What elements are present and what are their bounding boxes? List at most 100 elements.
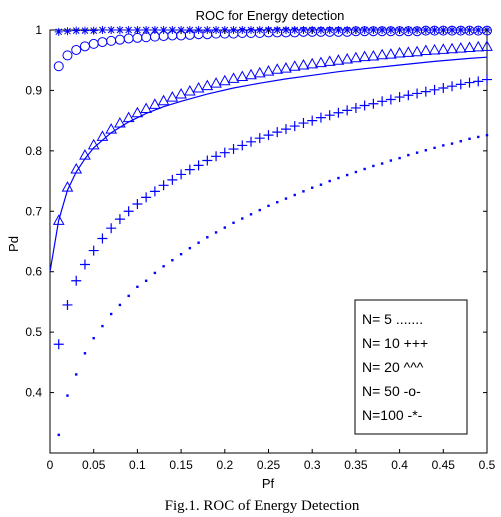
legend-entry-n100: N=100 -*- bbox=[362, 407, 423, 423]
data-point-star bbox=[185, 26, 194, 34]
data-point-triangle bbox=[481, 40, 493, 51]
data-point-triangle bbox=[411, 45, 423, 57]
data-point-dot bbox=[136, 285, 139, 289]
y-axis-label: Pd bbox=[6, 236, 21, 252]
data-point-plus bbox=[246, 136, 257, 147]
y-tick-label: 0.9 bbox=[25, 83, 42, 97]
x-tick-label: 0.5 bbox=[479, 458, 496, 472]
data-point-dot bbox=[249, 213, 253, 216]
legend-entry-n10: N= 10 +++ bbox=[362, 335, 428, 351]
data-point-dot bbox=[162, 265, 165, 268]
data-point-triangle bbox=[376, 48, 388, 60]
data-point-plus bbox=[149, 186, 160, 197]
data-point-star bbox=[115, 26, 124, 34]
data-point-triangle bbox=[323, 55, 336, 66]
data-point-star bbox=[413, 26, 422, 34]
data-point-triangle bbox=[463, 41, 476, 53]
legend: N= 5 ....... N= 10 +++ N= 20 ^^^ N= 50 -… bbox=[354, 299, 468, 435]
data-point-plus bbox=[438, 83, 449, 94]
data-point-dot bbox=[109, 312, 113, 316]
data-point-triangle bbox=[245, 68, 257, 80]
x-tick-label: 0.3 bbox=[304, 458, 321, 472]
data-point-dot bbox=[311, 186, 314, 189]
data-point-dot bbox=[214, 231, 218, 234]
data-point-dot bbox=[232, 221, 235, 224]
data-point-dot bbox=[345, 173, 349, 177]
data-point-dot bbox=[267, 204, 270, 208]
data-point-star bbox=[229, 26, 238, 34]
x-axis-label: Pf bbox=[262, 476, 275, 491]
data-point-dot bbox=[153, 271, 157, 275]
data-point-dot bbox=[424, 149, 428, 152]
data-point-triangle bbox=[428, 43, 441, 55]
data-point-star bbox=[325, 26, 334, 34]
data-point-plus bbox=[429, 84, 440, 95]
data-point-star bbox=[316, 26, 325, 34]
data-point-star bbox=[212, 26, 221, 34]
data-point-star bbox=[98, 26, 107, 34]
data-point-plus bbox=[342, 105, 353, 116]
data-point-star bbox=[299, 26, 308, 34]
data-point-dot bbox=[118, 303, 122, 307]
data-point-triangle bbox=[52, 214, 65, 225]
data-point-dot bbox=[127, 294, 130, 298]
data-point-plus bbox=[368, 98, 379, 109]
data-point-plus bbox=[97, 233, 108, 244]
data-point-dot bbox=[206, 236, 209, 239]
data-point-plus bbox=[482, 74, 492, 85]
data-point-dot bbox=[398, 156, 401, 160]
data-point-triangle bbox=[437, 43, 450, 54]
data-point-plus bbox=[71, 275, 82, 286]
data-point-triangle bbox=[419, 44, 432, 56]
data-point-star bbox=[290, 26, 299, 34]
data-point-dot bbox=[415, 151, 419, 154]
data-point-dot bbox=[293, 193, 296, 197]
data-point-plus bbox=[193, 160, 204, 171]
data-point-dot bbox=[302, 190, 305, 193]
figure-caption: Fig.1. ROC of Energy Detection bbox=[165, 498, 360, 514]
data-point-plus bbox=[403, 90, 414, 101]
data-point-star bbox=[107, 26, 116, 34]
data-point-triangle bbox=[280, 62, 292, 73]
x-tick-label: 0.1 bbox=[129, 458, 146, 472]
data-point-dot bbox=[66, 394, 69, 397]
data-point-triangle bbox=[166, 91, 179, 102]
data-point-star bbox=[247, 26, 256, 34]
data-point-star bbox=[273, 26, 282, 34]
x-tick-label: 0.35 bbox=[344, 458, 368, 472]
data-point-dot bbox=[442, 144, 445, 147]
x-tick-label: 0.15 bbox=[169, 458, 193, 472]
data-point-dot bbox=[92, 336, 95, 340]
series-plus bbox=[53, 74, 492, 350]
x-tick-label: 0.4 bbox=[391, 458, 408, 472]
data-point-triangle bbox=[140, 102, 152, 114]
data-point-triangle bbox=[306, 57, 319, 69]
data-point-star bbox=[54, 27, 63, 36]
data-point-plus bbox=[263, 130, 274, 141]
y-axis-ticks: 0.4 0.5 0.6 0.7 0.8 0.9 1 bbox=[25, 23, 487, 400]
data-point-star bbox=[72, 26, 81, 35]
data-point-triangle bbox=[262, 65, 275, 76]
data-point-star bbox=[80, 26, 89, 35]
legend-entry-n20: N= 20 ^^^ bbox=[362, 359, 424, 375]
data-point-triangle bbox=[114, 117, 126, 128]
data-point-dot bbox=[468, 137, 471, 140]
data-point-star bbox=[238, 26, 247, 34]
data-point-dot bbox=[197, 241, 200, 244]
data-point-plus bbox=[298, 118, 309, 129]
data-point-plus bbox=[420, 86, 431, 97]
data-point-star bbox=[203, 26, 212, 34]
data-point-plus bbox=[62, 299, 73, 310]
data-point-star bbox=[150, 26, 159, 34]
data-point-plus bbox=[202, 155, 213, 166]
data-point-plus bbox=[211, 151, 222, 162]
data-point-dot bbox=[171, 259, 174, 262]
data-point-plus bbox=[377, 96, 388, 107]
data-point-plus bbox=[176, 169, 187, 180]
data-point-triangle bbox=[288, 60, 301, 71]
y-tick-label: 0.8 bbox=[25, 144, 42, 158]
data-point-triangle bbox=[367, 49, 380, 61]
data-point-dot bbox=[477, 135, 480, 139]
data-point-dot bbox=[144, 279, 148, 282]
data-point-triangle bbox=[297, 59, 310, 70]
